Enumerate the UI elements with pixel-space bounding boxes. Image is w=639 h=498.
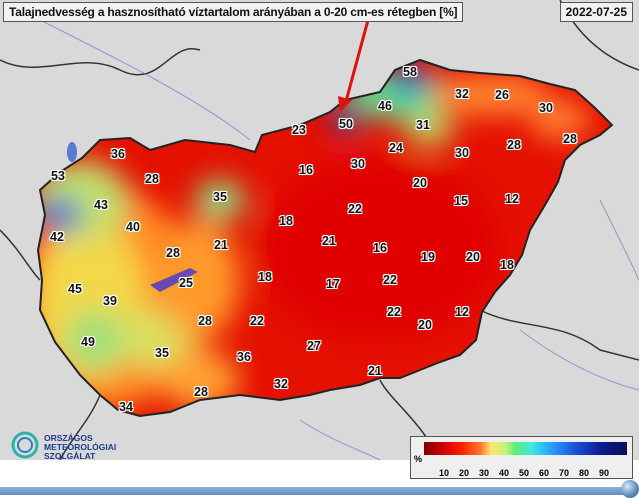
value-label: 27 [307, 339, 321, 353]
value-label: 30 [539, 101, 553, 115]
value-label: 19 [421, 250, 435, 264]
map-title: Talajnedvesség a hasznosítható víztartal… [3, 2, 464, 22]
sphere-icon [621, 480, 639, 498]
value-label: 17 [326, 277, 340, 291]
map-svg [0, 0, 639, 461]
legend-tick: 60 [538, 468, 550, 478]
country-border [36, 58, 614, 418]
legend-tick: 40 [498, 468, 510, 478]
value-label: 28 [145, 172, 159, 186]
value-label: 42 [50, 230, 64, 244]
value-label: 32 [274, 377, 288, 391]
value-label: 22 [250, 314, 264, 328]
pointer-arrow-head [338, 96, 352, 112]
value-label: 49 [81, 335, 95, 349]
value-label: 34 [119, 400, 133, 414]
map-date: 2022-07-25 [559, 2, 633, 22]
value-label: 24 [389, 141, 403, 155]
value-label: 32 [455, 87, 469, 101]
value-label: 18 [500, 258, 514, 272]
value-label: 36 [237, 350, 251, 364]
logo-line-3: SZOLGÁLAT [44, 451, 96, 461]
logo-line-1: ORSZÁGOS [44, 433, 93, 443]
lake-balaton [150, 268, 198, 292]
value-label: 16 [373, 241, 387, 255]
value-label: 36 [111, 147, 125, 161]
legend-colorbar [424, 442, 627, 455]
lakes [67, 142, 198, 292]
value-label: 23 [292, 123, 306, 137]
value-label: 50 [339, 117, 353, 131]
value-label: 25 [179, 276, 193, 290]
rivers [39, 19, 639, 461]
value-label: 46 [378, 99, 392, 113]
value-label: 15 [454, 194, 468, 208]
value-label: 39 [103, 294, 117, 308]
value-label: 28 [198, 314, 212, 328]
neighbor-borders [0, 0, 639, 461]
legend-tick: 20 [458, 468, 470, 478]
value-label: 28 [507, 138, 521, 152]
value-label: 12 [505, 192, 519, 206]
legend-tick: 50 [518, 468, 530, 478]
logo-line-2: METEOROLÓGIAI [44, 442, 117, 452]
legend-tick: 30 [478, 468, 490, 478]
value-label: 30 [351, 157, 365, 171]
footer-bar [0, 487, 630, 495]
value-label: 43 [94, 198, 108, 212]
value-label: 20 [418, 318, 432, 332]
value-label: 22 [387, 305, 401, 319]
value-label: 22 [348, 202, 362, 216]
legend-tick: 90 [598, 468, 610, 478]
value-label: 12 [455, 305, 469, 319]
legend-tick: 80 [578, 468, 590, 478]
value-label: 35 [155, 346, 169, 360]
legend-tick: 70 [558, 468, 570, 478]
value-label: 21 [214, 238, 228, 252]
value-label: 28 [194, 385, 208, 399]
omsz-logo-icon [11, 431, 39, 459]
lake-neusiedl [67, 142, 77, 162]
value-label: 26 [495, 88, 509, 102]
value-label: 21 [322, 234, 336, 248]
value-label: 40 [126, 220, 140, 234]
color-legend: % 10 20 30 40 50 60 70 80 90 [410, 436, 633, 479]
value-label: 53 [51, 169, 65, 183]
value-label: 18 [279, 214, 293, 228]
value-label: 16 [299, 163, 313, 177]
value-label: 30 [455, 146, 469, 160]
legend-unit: % [414, 454, 423, 464]
soil-moisture-map: 58 32 26 30 46 50 23 31 28 36 24 30 28 53 16 30 28 20 43 35… [0, 0, 639, 461]
value-label: 31 [416, 118, 430, 132]
value-label: 21 [368, 364, 382, 378]
value-label: 20 [413, 176, 427, 190]
pointer-arrow [343, 19, 370, 106]
value-label: 28 [563, 132, 577, 146]
value-label: 22 [383, 273, 397, 287]
value-label: 28 [166, 246, 180, 260]
value-label: 58 [403, 65, 417, 79]
omsz-logo-text: ORSZÁGOS METEOROLÓGIAI SZOLGÁLAT [44, 434, 116, 461]
value-label: 45 [68, 282, 82, 296]
value-label: 20 [466, 250, 480, 264]
value-label: 35 [213, 190, 227, 204]
legend-tick: 10 [438, 468, 450, 478]
value-label: 18 [258, 270, 272, 284]
